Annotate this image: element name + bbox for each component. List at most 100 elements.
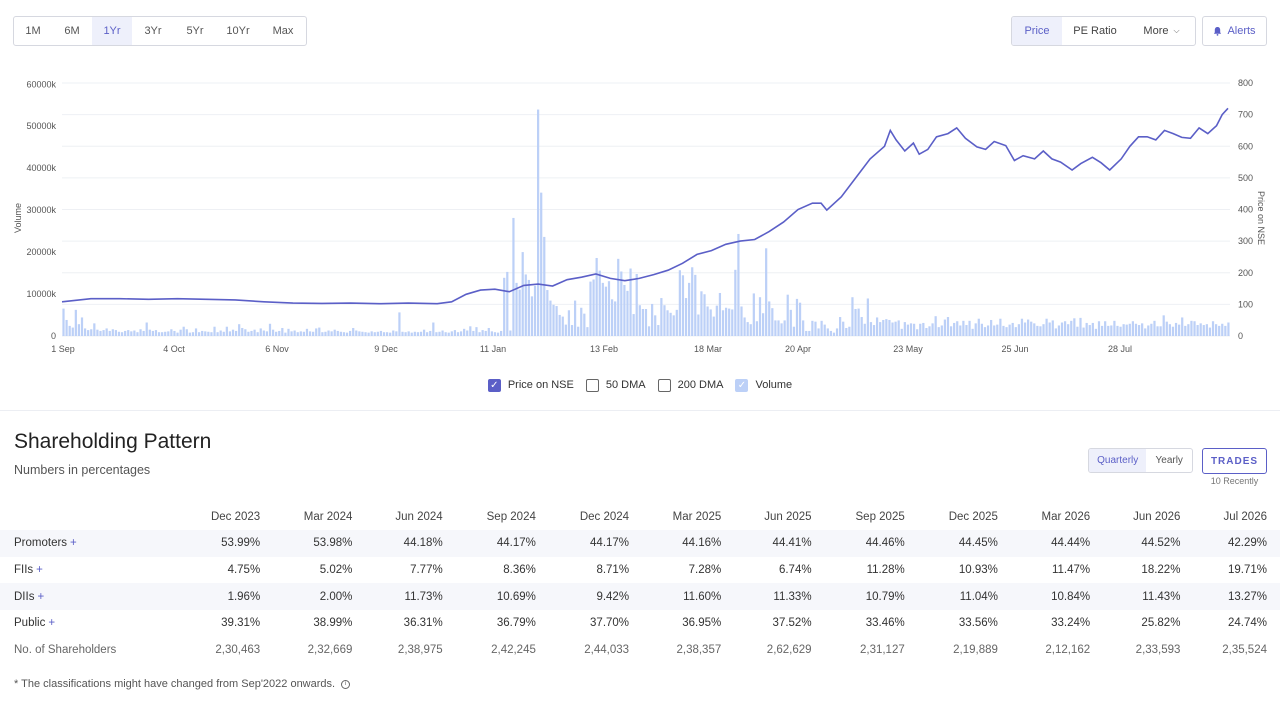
range-5yr-button[interactable]: 5Yr	[186, 25, 204, 37]
alerts-button[interactable]: Alerts	[1202, 16, 1267, 46]
table-cell: 2,19,889	[953, 644, 998, 657]
volume-bar	[1097, 321, 1101, 336]
volume-bar	[823, 324, 826, 336]
table-row[interactable]: DIIs +1.96% 2.00% 11.73% 10.69% 9.42% 11.60% 11…	[0, 583, 1280, 611]
volume-bar	[515, 282, 518, 336]
volume-bar	[120, 332, 124, 336]
volume-bar	[506, 271, 509, 336]
table-cell: 36.95%	[682, 617, 722, 630]
table-row[interactable]: Promoters +53.99% 53.98% 44.18% 44.17% 44.17%…	[0, 530, 1280, 557]
volume-bar	[869, 322, 873, 337]
table-row[interactable]: Public +39.31% 38.99% 36.31% 36.79% 37.70% 36.…	[0, 610, 1280, 637]
volume-bar	[552, 304, 555, 336]
period-toggle: Quarterly Yearly	[1088, 448, 1193, 473]
expand-plus-icon[interactable]: +	[48, 617, 56, 630]
shareholding-table: Dec 2023 Mar 2024 Jun 2024 Sep 2024 Dec …	[0, 504, 1280, 663]
yearly-toggle[interactable]: Yearly	[1155, 455, 1183, 466]
column-header: Jun 2024	[395, 511, 443, 523]
range-3yr-button[interactable]: 3Yr	[144, 25, 162, 37]
table-cell: 44.52%	[1103, 530, 1194, 557]
volume-bar	[296, 332, 299, 336]
volume-bar	[906, 324, 910, 336]
row-label-cell: No. of Shareholders	[0, 637, 180, 664]
volume-bar	[496, 332, 500, 336]
date-tick-label: 23 May	[893, 344, 923, 354]
volume-bar	[839, 317, 842, 336]
volume-bar	[691, 267, 694, 336]
volume-bar	[151, 330, 154, 336]
volume-bar	[222, 331, 225, 336]
more-dropdown[interactable]: More ⌵	[1128, 17, 1195, 45]
volume-bar	[139, 329, 142, 336]
volume-bar	[93, 323, 96, 336]
volume-bar	[610, 299, 614, 336]
volume-bar	[712, 316, 715, 336]
volume-bar	[1187, 324, 1190, 336]
table-cell: 33.56%	[958, 617, 998, 630]
price-volume-chart[interactable]: 0 10000k 20000k 30000k 40000k 50000k 60000k 0 1…	[0, 70, 1280, 370]
volume-bar	[561, 316, 564, 336]
info-icon[interactable]: i	[341, 679, 351, 689]
column-header: Mar 2024	[303, 511, 353, 523]
volume-bar	[191, 332, 195, 336]
volume-tick-label: 10000k	[26, 289, 56, 299]
volume-bar	[888, 319, 891, 336]
table-cell: 2,30,463	[215, 644, 261, 657]
volume-bar	[940, 325, 943, 336]
quarterly-toggle[interactable]: Quarterly	[1089, 449, 1147, 472]
legend-price-toggle[interactable]: ✓ Price on NSE	[487, 376, 574, 394]
legend-volume-toggle[interactable]: ✓ Volume	[735, 376, 792, 394]
expand-plus-icon[interactable]: +	[37, 590, 45, 603]
table-cell: 2,33,593	[1135, 644, 1181, 657]
table-row[interactable]: FIIs +4.75% 5.02% 7.77% 8.36% 8.71% 7.28% 6.74%…	[0, 557, 1280, 584]
volume-bar	[80, 317, 84, 336]
volume-bar	[472, 330, 475, 336]
volume-bar	[500, 330, 503, 336]
price-line	[61, 107, 1229, 305]
table-cell: 44.45%	[917, 530, 1011, 557]
range-10yr-button[interactable]: 10Yr	[226, 25, 250, 37]
volume-bar	[210, 332, 213, 336]
volume-bar	[124, 330, 127, 336]
trades-button[interactable]: TRADES	[1202, 448, 1267, 474]
table-cell: 19.71%	[1227, 564, 1267, 577]
price-tick-label: 400	[1238, 205, 1253, 215]
more-label: More	[1143, 25, 1169, 37]
table-cell: 11.60%	[642, 583, 735, 611]
expand-plus-icon[interactable]: +	[70, 537, 77, 550]
legend-50dma-toggle[interactable]: 50 DMA	[585, 376, 646, 394]
volume-tick-label: 50000k	[26, 121, 56, 131]
volume-bar	[694, 274, 697, 336]
table-cell: 36.31%	[403, 617, 443, 630]
expand-plus-icon[interactable]: +	[36, 564, 43, 577]
volume-bar	[164, 331, 167, 336]
volume-bar	[721, 310, 725, 336]
date-tick-label: 25 Jun	[1001, 344, 1028, 354]
chart-gridlines	[62, 82, 1230, 337]
range-1m-button[interactable]: 1M	[25, 25, 41, 37]
table-cell: 2,12,162	[1045, 644, 1091, 657]
legend-200dma-toggle[interactable]: 200 DMA	[657, 376, 723, 394]
volume-bar	[441, 330, 444, 336]
price-tick-label: 100	[1238, 299, 1253, 309]
volume-bar	[703, 294, 706, 336]
price-axis-label: Price on NSE	[1256, 191, 1266, 245]
pe-ratio-view-button[interactable]: PE Ratio	[1073, 25, 1117, 37]
volume-bar	[231, 329, 235, 337]
row-label: Promoters	[14, 537, 68, 550]
volume-bar	[882, 319, 885, 336]
volume-bar	[349, 330, 352, 336]
volume-bar	[336, 330, 339, 336]
range-6m-button[interactable]: 6M	[64, 25, 80, 37]
checkbox-empty-icon	[657, 378, 671, 392]
volume-bar	[1128, 323, 1131, 336]
range-max-button[interactable]: Max	[272, 25, 294, 37]
row-label-cell: Promoters +	[0, 530, 180, 557]
volume-bar	[623, 284, 626, 336]
volume-bar	[768, 301, 771, 336]
range-1yr-button[interactable]: 1Yr	[92, 17, 132, 45]
volume-bar	[968, 320, 971, 336]
price-view-button[interactable]: Price	[1012, 17, 1062, 45]
volume-bar	[62, 308, 65, 336]
volume-bar	[96, 329, 99, 337]
